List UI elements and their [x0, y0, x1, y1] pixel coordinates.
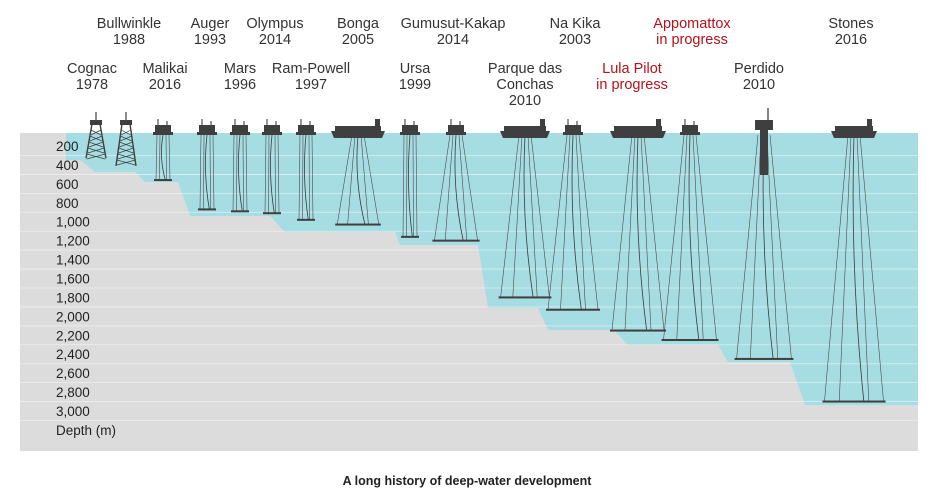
depth-tick-label: 400 [56, 158, 79, 173]
depth-tick-label: 1,800 [56, 290, 90, 305]
riser-line [571, 134, 582, 310]
mooring-line [402, 134, 418, 237]
depth-tick-label: 2,200 [56, 328, 90, 343]
depth-gridlines [20, 155, 918, 421]
platform-label: Stones 2016 [828, 16, 873, 48]
platform-label: Gumusut-Kakap 2014 [401, 16, 506, 48]
mooring-line [336, 134, 380, 225]
platform-label: Malikai 2016 [142, 61, 187, 93]
depth-unit-label: Depth (m) [56, 423, 116, 438]
depth-tick-label: 2,600 [56, 366, 90, 381]
mooring-line [547, 134, 599, 310]
platform-appomattox [661, 119, 719, 342]
platform-lula-pilot [609, 119, 667, 332]
platform-ram-powell [296, 119, 316, 221]
depth-tick-label: 200 [56, 139, 79, 154]
platform-malikai [153, 119, 173, 182]
platform-label: Bullwinkle 1988 [97, 16, 161, 48]
platform-gumusut-kakap [432, 119, 480, 242]
platform-label: Lula Pilot in progress [596, 61, 668, 93]
depth-tick-label: 2,800 [56, 385, 90, 400]
platform-label: Na Kika 2003 [550, 16, 602, 48]
platform-label: Ursa 1999 [399, 61, 431, 93]
platform-mars [230, 119, 250, 213]
riser-line [205, 134, 210, 210]
depth-tick-label: 1,000 [56, 215, 90, 230]
mooring-line [663, 134, 717, 341]
mooring-lines [155, 134, 884, 402]
mooring-line [155, 134, 171, 181]
depth-tick-label: 1,600 [56, 272, 90, 287]
platform-label: Olympus 2014 [246, 16, 303, 48]
depth-tick-label: 2,400 [56, 347, 90, 362]
platform-perdido [734, 108, 794, 360]
riser-line [454, 134, 464, 241]
depth-tick-label: 600 [56, 177, 79, 192]
platform-label: Appomattox in progress [653, 16, 731, 48]
platform-label: Ram-Powell 1997 [272, 61, 350, 93]
platform-stones [822, 119, 886, 403]
platform-ursa [400, 119, 420, 238]
depth-tick-label: 800 [56, 196, 79, 211]
riser-line [161, 134, 166, 181]
riser-line [238, 134, 243, 212]
platform-label: Mars 1996 [224, 61, 256, 93]
depth-tick-label: 1,400 [56, 253, 90, 268]
platform-na-kika [545, 119, 601, 311]
diagram-caption: A long history of deep-water development [342, 474, 592, 488]
riser-line [356, 134, 366, 225]
mooring-line [232, 134, 248, 212]
depth-tick-label: 2,000 [56, 309, 90, 324]
mooring-line [434, 134, 478, 241]
depth-tick-label: 1,200 [56, 234, 90, 249]
depth-axis-labels: 200 400 600 800 1,000 1,200 1,400 1,600 1,800 2,0… [56, 139, 116, 438]
riser-line [688, 134, 700, 341]
platform-bullwinkle [115, 112, 137, 166]
riser-line [408, 134, 413, 237]
mooring-line [264, 134, 280, 214]
mooring-line [298, 134, 314, 220]
platform-label: Cognac 1978 [67, 61, 117, 93]
mooring-line [199, 134, 215, 210]
mooring-line [500, 134, 550, 298]
riser-line [523, 134, 534, 298]
platform-parque-das-conchas [498, 119, 552, 299]
depth-tick-label: 3,000 [56, 404, 90, 419]
platform-label: Perdido 2010 [734, 61, 784, 93]
platform-structures [85, 108, 886, 403]
platform-label: Bonga 2005 [337, 16, 380, 48]
platform-label: Auger 1993 [191, 16, 230, 48]
platform-olympus [262, 119, 282, 215]
platform-labels: Cognac 1978 Bullwinkle 1988 Malikai 2016Auger… [67, 16, 874, 109]
riser-line [270, 134, 275, 214]
platform-bonga [331, 119, 385, 226]
mooring-line [611, 134, 665, 331]
mooring-line [736, 134, 792, 359]
platform-label: Parque das Conchas 2010 [488, 61, 562, 109]
riser-line [636, 134, 648, 331]
riser-line [852, 134, 865, 402]
platform-auger [197, 119, 217, 211]
riser-line [304, 134, 309, 220]
mooring-line [824, 134, 884, 402]
platform-cognac [85, 112, 107, 160]
